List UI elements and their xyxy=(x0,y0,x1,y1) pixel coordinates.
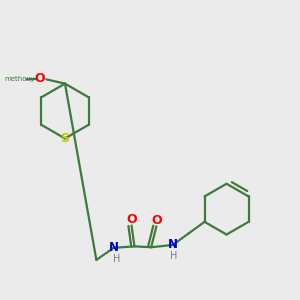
Text: methoxy: methoxy xyxy=(4,76,35,82)
Text: O: O xyxy=(126,213,136,226)
Text: O: O xyxy=(34,72,45,85)
Text: O: O xyxy=(152,214,162,226)
Text: H: H xyxy=(113,254,121,264)
Text: H: H xyxy=(170,251,177,261)
Text: N: N xyxy=(109,241,119,254)
Text: S: S xyxy=(61,132,70,145)
Text: N: N xyxy=(168,238,178,251)
